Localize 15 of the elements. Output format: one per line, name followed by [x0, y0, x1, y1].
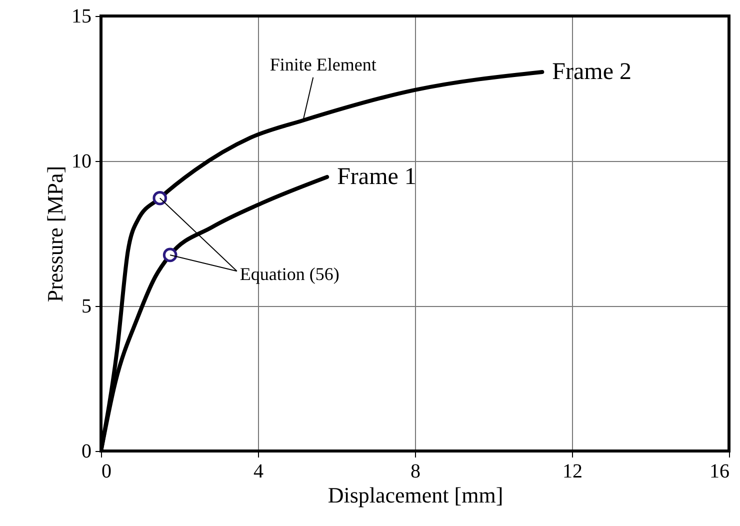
x-tick-label: 12 [562, 460, 582, 482]
y-axis-title: Pressure [MPa] [42, 166, 68, 302]
x-tick-label: 8 [410, 460, 420, 482]
x-tick-label: 16 [710, 460, 730, 482]
y-tick-label: 5 [82, 296, 92, 318]
y-tick-label: 15 [72, 6, 92, 28]
series-label: Frame 2 [552, 58, 632, 85]
x-tick-label: 0 [102, 460, 112, 482]
series-label: Frame 1 [337, 164, 416, 190]
x-axis-title: Displacement [mm] [328, 482, 504, 508]
y-tick-label: 0 [82, 440, 92, 462]
x-tick-label: 4 [254, 460, 264, 482]
y-tick-label: 10 [72, 150, 92, 172]
annotation: Finite Element [270, 54, 376, 74]
annotation: Equation (56) [240, 264, 340, 284]
